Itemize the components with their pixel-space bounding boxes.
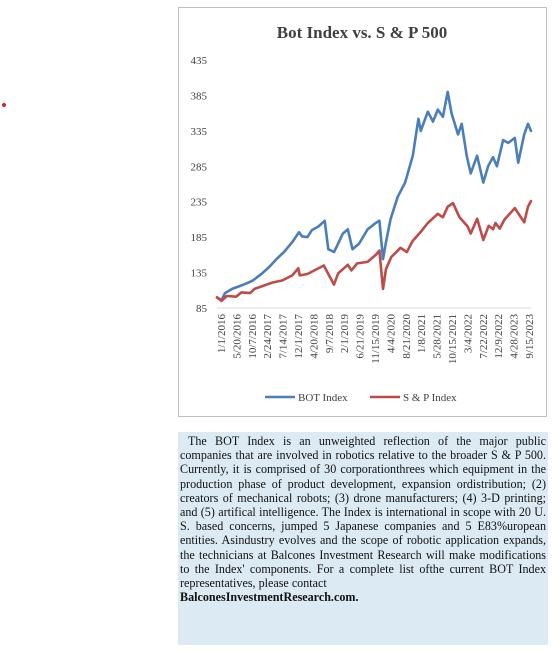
- y-axis: 85 135 185 235 285 335 385 435: [191, 55, 208, 315]
- description-caption: The BOT Index is an unweighted reflectio…: [178, 432, 548, 645]
- y-tick-label: 285: [191, 161, 208, 173]
- y-tick-label: 335: [191, 126, 208, 138]
- series-bot-index-line: [215, 90, 533, 302]
- series-layer: [215, 90, 533, 303]
- chart-title: Bot Index vs. S & P 500: [277, 23, 448, 42]
- x-tick-label: 1/8/2021: [416, 314, 428, 353]
- legend-label: S & P Index: [403, 392, 457, 404]
- legend-label: BOT Index: [298, 392, 348, 404]
- legend: BOT Index S & P Index: [265, 392, 457, 404]
- x-tick-label: 12/9/2022: [493, 314, 505, 359]
- caption-body: The BOT Index is an unweighted reflectio…: [180, 434, 546, 591]
- y-tick-label: 235: [191, 197, 208, 209]
- y-tick-label: 135: [191, 268, 208, 280]
- chart-container: Bot Index vs. S & P 500 85 135 185 235 285 33…: [178, 7, 547, 417]
- x-tick-label: 9/7/2018: [324, 314, 336, 354]
- x-tick-label: 5/28/2021: [432, 314, 444, 359]
- x-tick-label: 4/28/2023: [509, 314, 521, 359]
- x-tick-label: 3/4/2022: [462, 314, 474, 353]
- bullet-dot: [2, 103, 6, 107]
- contact-link-text: BalconesInvestmentResearch.com.: [180, 590, 359, 605]
- x-tick-label: 10/7/2016: [247, 314, 259, 359]
- x-tick-label: 1/1/2016: [216, 314, 228, 354]
- x-tick-label: 10/15/2021: [447, 314, 459, 364]
- x-tick-label: 7/14/2017: [278, 314, 290, 359]
- x-tick-label: 2/1/2019: [339, 314, 351, 354]
- x-tick-label: 7/22/2022: [478, 314, 490, 359]
- x-tick-label: 8/21/2020: [401, 314, 413, 359]
- y-tick-label: 385: [191, 90, 208, 102]
- x-tick-label: 4/20/2018: [308, 314, 320, 359]
- x-tick-label: 5/20/2016: [231, 314, 243, 359]
- y-tick-label: 85: [196, 303, 208, 315]
- x-tick-label: 4/4/2020: [385, 314, 397, 354]
- x-tick-label: 11/15/2019: [370, 314, 382, 364]
- y-tick-label: 435: [191, 55, 208, 67]
- y-tick-label: 185: [191, 232, 208, 244]
- x-tick-label: 9/15/2023: [524, 314, 536, 359]
- x-tick-label: 2/24/2017: [262, 314, 274, 359]
- x-axis: 1/1/2016 5/20/2016 10/7/2016 2/24/2017 7/14/…: [216, 307, 536, 364]
- x-tick-label: 6/21/2019: [355, 314, 367, 359]
- line-chart: Bot Index vs. S & P 500 85 135 185 235 285 33…: [191, 23, 537, 404]
- x-tick-label: 12/1/2017: [293, 314, 305, 359]
- series-sp-index-line: [215, 199, 533, 303]
